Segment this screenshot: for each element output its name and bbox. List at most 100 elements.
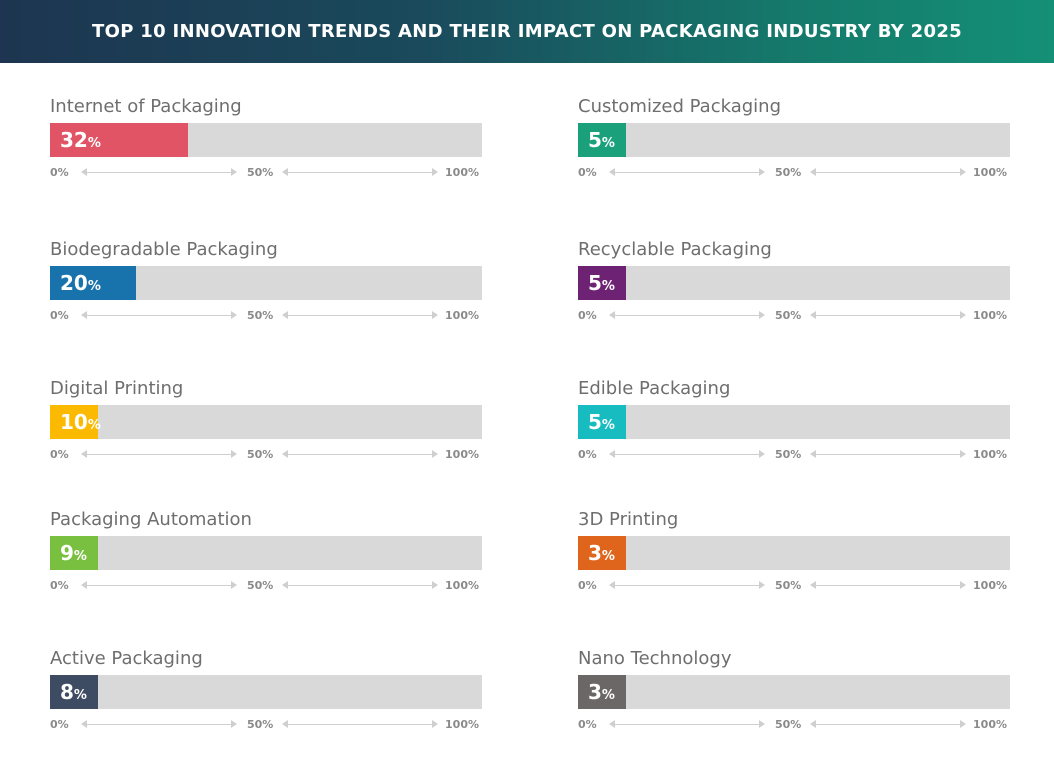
value-unit: % <box>601 136 615 151</box>
scale-axis: 0% 50% 100% <box>50 446 482 462</box>
scale-arrow <box>81 450 237 458</box>
value-number: 3 <box>588 680 602 704</box>
value-label: 9% <box>60 541 87 565</box>
bar-item: Active Packaging 8% 0% 50% 100% <box>50 648 482 758</box>
bar-item: 3D Printing 3% 0% 50% 100% <box>578 509 1010 619</box>
tick-label-mid: 50% <box>247 309 274 322</box>
scale-axis: 0% 50% 100% <box>578 716 1010 732</box>
tick-label-mid: 50% <box>775 579 802 592</box>
bar-track: 5% <box>578 123 1010 157</box>
value-label: 3% <box>588 541 615 565</box>
tick-label-max: 100% <box>445 448 479 461</box>
bar-item: Internet of Packaging 32% 0% 50% 100% <box>50 96 482 206</box>
tick-label-max: 100% <box>973 718 1007 731</box>
tick-label-max: 100% <box>973 309 1007 322</box>
category-label: Active Packaging <box>50 648 203 669</box>
scale-axis: 0% 50% 100% <box>50 307 482 323</box>
scale-arrow <box>810 450 966 458</box>
bar-track: 8% <box>50 675 482 709</box>
tick-label-min: 0% <box>578 448 597 461</box>
tick-label-min: 0% <box>578 166 597 179</box>
scale-arrow <box>609 581 765 589</box>
tick-label-mid: 50% <box>775 166 802 179</box>
tick-label-mid: 50% <box>775 309 802 322</box>
scale-axis: 0% 50% 100% <box>50 716 482 732</box>
category-label: Packaging Automation <box>50 509 252 530</box>
value-label: 5% <box>588 128 615 152</box>
scale-axis: 0% 50% 100% <box>578 164 1010 180</box>
category-label: Edible Packaging <box>578 378 731 399</box>
bar-fill: 32% <box>50 123 189 157</box>
tick-label-max: 100% <box>973 579 1007 592</box>
scale-arrow <box>282 168 438 176</box>
value-unit: % <box>87 279 101 294</box>
tick-label-min: 0% <box>50 309 69 322</box>
value-unit: % <box>73 688 87 703</box>
bar-track: 20% <box>50 266 482 300</box>
tick-label-max: 100% <box>973 448 1007 461</box>
scale-axis: 0% 50% 100% <box>50 164 482 180</box>
bar-track: 5% <box>578 405 1010 439</box>
category-label: Internet of Packaging <box>50 96 242 117</box>
value-number: 8 <box>60 680 74 704</box>
value-number: 32 <box>60 128 88 152</box>
tick-label-min: 0% <box>50 448 69 461</box>
bar-fill: 5% <box>578 123 626 157</box>
category-label: Biodegradable Packaging <box>50 239 278 260</box>
value-number: 9 <box>60 541 74 565</box>
value-unit: % <box>87 136 101 151</box>
value-number: 20 <box>60 271 88 295</box>
value-unit: % <box>87 418 101 433</box>
tick-label-max: 100% <box>445 166 479 179</box>
category-label: Nano Technology <box>578 648 732 669</box>
value-label: 5% <box>588 410 615 434</box>
scale-arrow <box>282 720 438 728</box>
tick-label-min: 0% <box>578 579 597 592</box>
tick-label-mid: 50% <box>775 718 802 731</box>
value-unit: % <box>601 279 615 294</box>
bar-track: 5% <box>578 266 1010 300</box>
scale-axis: 0% 50% 100% <box>50 577 482 593</box>
chart-header: TOP 10 INNOVATION TRENDS AND THEIR IMPAC… <box>0 0 1054 63</box>
category-label: Recyclable Packaging <box>578 239 772 260</box>
scale-arrow <box>282 450 438 458</box>
category-label: 3D Printing <box>578 509 679 530</box>
value-number: 5 <box>588 410 602 434</box>
tick-label-min: 0% <box>578 309 597 322</box>
bar-fill: 3% <box>578 536 626 570</box>
value-label: 32% <box>60 128 101 152</box>
value-number: 5 <box>588 128 602 152</box>
bar-item: Customized Packaging 5% 0% 50% 100% <box>578 96 1010 206</box>
tick-label-min: 0% <box>50 166 69 179</box>
value-label: 10% <box>60 410 101 434</box>
scale-arrow <box>609 450 765 458</box>
scale-arrow <box>609 720 765 728</box>
value-unit: % <box>601 549 615 564</box>
scale-axis: 0% 50% 100% <box>578 577 1010 593</box>
value-unit: % <box>601 688 615 703</box>
value-unit: % <box>73 549 87 564</box>
value-label: 3% <box>588 680 615 704</box>
category-label: Digital Printing <box>50 378 184 399</box>
tick-label-mid: 50% <box>247 166 274 179</box>
value-number: 10 <box>60 410 88 434</box>
bar-track: 9% <box>50 536 482 570</box>
scale-arrow <box>282 581 438 589</box>
tick-label-max: 100% <box>445 579 479 592</box>
scale-arrow <box>81 168 237 176</box>
tick-label-min: 0% <box>578 718 597 731</box>
value-label: 5% <box>588 271 615 295</box>
value-unit: % <box>601 418 615 433</box>
progress-bar-chart: Internet of Packaging 32% 0% 50% 100% Biodegr… <box>0 63 1054 766</box>
category-label: Customized Packaging <box>578 96 782 117</box>
tick-label-mid: 50% <box>247 579 274 592</box>
scale-arrow <box>810 720 966 728</box>
tick-label-min: 0% <box>50 718 69 731</box>
scale-arrow <box>282 311 438 319</box>
bar-fill: 9% <box>50 536 98 570</box>
value-number: 3 <box>588 541 602 565</box>
tick-label-max: 100% <box>973 166 1007 179</box>
scale-arrow <box>810 311 966 319</box>
bar-fill: 5% <box>578 405 626 439</box>
bar-fill: 10% <box>50 405 101 439</box>
